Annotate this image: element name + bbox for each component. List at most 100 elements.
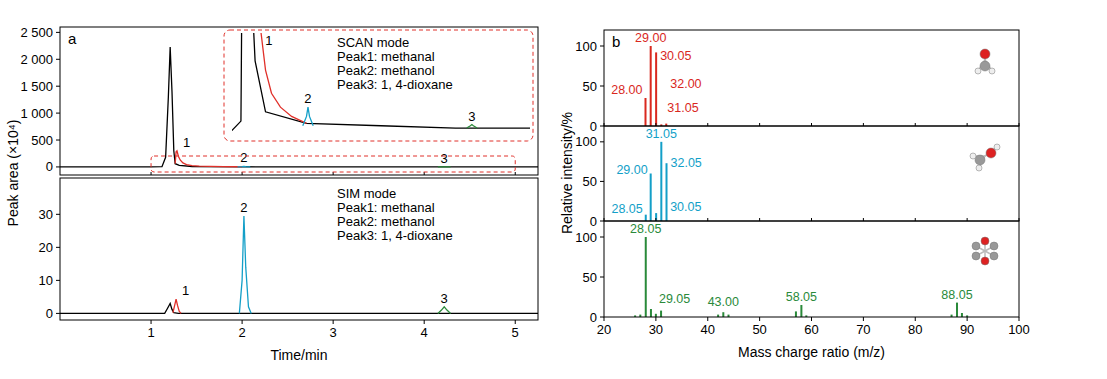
y-tick bbox=[56, 86, 60, 87]
peak-mz-label: 32.05 bbox=[671, 156, 702, 170]
figure: 05001 0001 5002 0002 500123123SCAN modeP… bbox=[0, 0, 1107, 379]
atom bbox=[981, 237, 989, 245]
trace bbox=[238, 166, 251, 168]
x-tick-label: 100 bbox=[1008, 322, 1030, 337]
x-tick bbox=[604, 317, 605, 321]
peak-mz-label: 29.00 bbox=[635, 31, 666, 45]
y-tick-label: 1 000 bbox=[20, 106, 53, 121]
peak-mz-label: 29.05 bbox=[659, 292, 690, 306]
x-tick-label: 2 bbox=[238, 325, 245, 340]
peak-mz-label: 43.00 bbox=[708, 295, 739, 309]
spectrum-bar bbox=[666, 163, 668, 221]
y-tick-label: 500 bbox=[31, 133, 53, 148]
atom bbox=[990, 252, 998, 260]
peak-mz-label: 29.00 bbox=[616, 163, 647, 177]
x-axis-label: Time/min bbox=[270, 347, 327, 363]
spectrum-bar bbox=[650, 46, 652, 126]
peak-mz-label: 30.05 bbox=[670, 200, 701, 214]
legend-text: Peak3: 1, 4-dioxane bbox=[337, 77, 453, 92]
x-tick-label: 3 bbox=[330, 325, 337, 340]
bars bbox=[645, 142, 668, 221]
y-tick bbox=[56, 113, 60, 114]
trace bbox=[303, 107, 313, 126]
peak-label: 2 bbox=[240, 200, 247, 215]
y-tick-label: 10 bbox=[39, 273, 53, 288]
peak-label: 1 bbox=[182, 283, 189, 298]
y-tick-label: 1 500 bbox=[20, 79, 53, 94]
legend-text: SIM mode bbox=[337, 186, 396, 201]
x-tick bbox=[1019, 317, 1020, 321]
x-tick bbox=[655, 317, 656, 321]
y-tick-label: 30 bbox=[39, 207, 53, 222]
y-tick-label: 0 bbox=[590, 119, 597, 134]
x-tick bbox=[863, 317, 864, 321]
x-tick-label: 40 bbox=[701, 322, 715, 337]
y-tick-label: 50 bbox=[583, 270, 597, 285]
peak-mz-label: 30.05 bbox=[660, 49, 691, 63]
spectrum-bar bbox=[655, 213, 657, 221]
spectrum-bar bbox=[650, 309, 652, 317]
plot-frame bbox=[60, 178, 538, 320]
y-axis-label: Peak area (×10⁴) bbox=[5, 120, 21, 227]
atom bbox=[994, 144, 1000, 150]
bars bbox=[634, 237, 968, 317]
y-tick bbox=[56, 313, 60, 314]
x-tick bbox=[707, 317, 708, 321]
x-tick bbox=[811, 317, 812, 321]
x-tick bbox=[151, 320, 152, 324]
x-tick-label: 90 bbox=[960, 322, 974, 337]
spectrum-bar bbox=[800, 305, 802, 317]
legend-text: SCAN mode bbox=[337, 35, 409, 50]
y-tick-label: 2 000 bbox=[20, 52, 53, 67]
peak-mz-label: 28.05 bbox=[630, 222, 661, 236]
zoom-region bbox=[151, 156, 515, 172]
atom bbox=[970, 153, 976, 159]
y-tick bbox=[600, 46, 604, 47]
plot-frame bbox=[60, 27, 538, 175]
legend-text: Peak1: methanal bbox=[337, 49, 435, 64]
plot-frame bbox=[604, 221, 1019, 317]
x-axis-label: Mass charge ratio (m/z) bbox=[738, 344, 885, 360]
x-tick-label: 4 bbox=[421, 325, 428, 340]
x-tick bbox=[242, 320, 243, 324]
y-tick-label: 50 bbox=[583, 174, 597, 189]
peak-label: 3 bbox=[441, 291, 448, 306]
y-tick bbox=[600, 277, 604, 278]
peak-mz-label: 58.05 bbox=[786, 290, 817, 304]
y-tick bbox=[56, 166, 60, 167]
peak-label: 2 bbox=[304, 91, 311, 106]
atom bbox=[989, 68, 995, 74]
x-tick-label: 80 bbox=[908, 322, 922, 337]
trace bbox=[252, 33, 307, 123]
y-tick bbox=[600, 181, 604, 182]
spectrum-bar bbox=[645, 98, 647, 126]
peak-mz-label: 31.05 bbox=[646, 127, 677, 141]
spectrum-bar bbox=[795, 311, 797, 317]
trace bbox=[467, 125, 477, 128]
x-tick-label: 30 bbox=[649, 322, 663, 337]
peak-mz-label: 28.05 bbox=[611, 202, 642, 216]
legend-text: Peak3: 1, 4-dioxane bbox=[337, 228, 453, 243]
y-tick-label: 20 bbox=[39, 240, 53, 255]
legend-text: Peak1: methanal bbox=[337, 200, 435, 215]
peak-mz-label: 88.05 bbox=[941, 288, 972, 302]
y-tick-label: 100 bbox=[575, 39, 597, 54]
spectrum-bar bbox=[645, 237, 647, 317]
y-tick-label: 100 bbox=[575, 134, 597, 149]
y-tick-label: 2 500 bbox=[20, 25, 53, 40]
y-tick-label: 0 bbox=[46, 159, 53, 174]
y-tick-label: 100 bbox=[575, 230, 597, 245]
trace bbox=[239, 216, 251, 313]
atom bbox=[980, 61, 990, 71]
spectrum-bar bbox=[660, 142, 662, 221]
panel-label: a bbox=[68, 30, 77, 47]
legend-text: Peak2: methanol bbox=[337, 63, 435, 78]
panel-label: b bbox=[612, 33, 620, 50]
x-tick bbox=[515, 172, 516, 175]
atom bbox=[990, 242, 998, 250]
y-tick bbox=[600, 317, 604, 318]
x-tick-label: 1 bbox=[147, 325, 154, 340]
x-tick-label: 60 bbox=[804, 322, 818, 337]
x-tick bbox=[333, 320, 334, 324]
atom bbox=[976, 165, 982, 171]
